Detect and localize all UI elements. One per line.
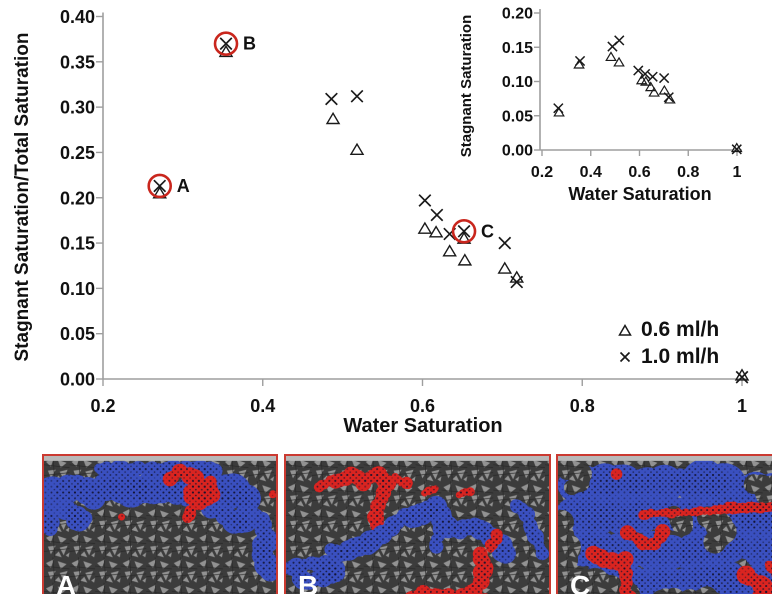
- pore-network-image-b: [286, 456, 549, 594]
- panel-label-c: C: [570, 570, 591, 594]
- svg-text:0.2: 0.2: [531, 164, 553, 181]
- svg-text:C: C: [481, 221, 494, 241]
- network-panel-b: B: [284, 454, 551, 594]
- inset-x-axis-title: Water Saturation: [568, 184, 712, 204]
- scatter-chart-canvas: 0.2 0.4 0.6 0.8 1 0.00 0.05 0.10 0.15 0.20 0.25 0.3…: [60, 6, 750, 416]
- svg-text:0.00: 0.00: [60, 370, 95, 390]
- svg-text:0.4: 0.4: [580, 164, 602, 181]
- svg-text:0.8: 0.8: [677, 164, 699, 181]
- svg-text:0.20: 0.20: [60, 188, 95, 208]
- svg-text:0.10: 0.10: [502, 74, 533, 91]
- network-panels: A B C: [0, 438, 772, 594]
- legend-item-0.6mlh: 0.6 ml/h: [617, 316, 719, 343]
- svg-text:0.15: 0.15: [60, 234, 95, 254]
- network-panel-a: A: [42, 454, 278, 594]
- svg-text:0.25: 0.25: [60, 143, 95, 163]
- pore-network-image-a: [44, 456, 276, 594]
- svg-text:A: A: [177, 176, 190, 196]
- svg-text:0.8: 0.8: [570, 396, 595, 416]
- svg-text:0.35: 0.35: [60, 52, 95, 72]
- svg-text:B: B: [243, 34, 256, 54]
- legend-label-1.0mlh: 1.0 ml/h: [641, 344, 720, 368]
- svg-text:0.05: 0.05: [502, 108, 533, 125]
- cross-marker-icon: [619, 351, 631, 362]
- svg-text:0.6: 0.6: [410, 396, 435, 416]
- pore-network-image-c: [558, 456, 772, 594]
- network-panel-c: C: [556, 454, 772, 594]
- legend: 0.6 ml/h 1.0 ml/h: [617, 316, 719, 370]
- legend-label-0.6mlh: 0.6 ml/h: [641, 317, 720, 341]
- svg-text:1: 1: [733, 164, 742, 181]
- triangle-marker-icon: [618, 323, 632, 336]
- svg-text:0.05: 0.05: [60, 324, 95, 344]
- svg-text:0.15: 0.15: [502, 40, 533, 57]
- svg-text:0.10: 0.10: [60, 279, 95, 299]
- inset-y-axis-title: Stagnant Saturation: [458, 14, 475, 158]
- svg-text:0.00: 0.00: [502, 143, 533, 160]
- svg-text:0.20: 0.20: [502, 6, 533, 23]
- panel-label-b: B: [298, 570, 319, 594]
- main-x-axis-title: Water Saturation: [343, 415, 503, 437]
- main-y-axis-title: Stagnant Saturation/Total Saturation: [12, 32, 33, 362]
- svg-text:0.40: 0.40: [60, 7, 95, 27]
- svg-text:0.4: 0.4: [250, 396, 275, 416]
- svg-text:1: 1: [737, 396, 747, 416]
- panel-label-a: A: [56, 570, 77, 594]
- svg-text:0.30: 0.30: [60, 98, 95, 118]
- svg-text:0.6: 0.6: [628, 164, 650, 181]
- legend-item-1.0mlh: 1.0 ml/h: [617, 343, 719, 370]
- svg-text:0.2: 0.2: [90, 396, 115, 416]
